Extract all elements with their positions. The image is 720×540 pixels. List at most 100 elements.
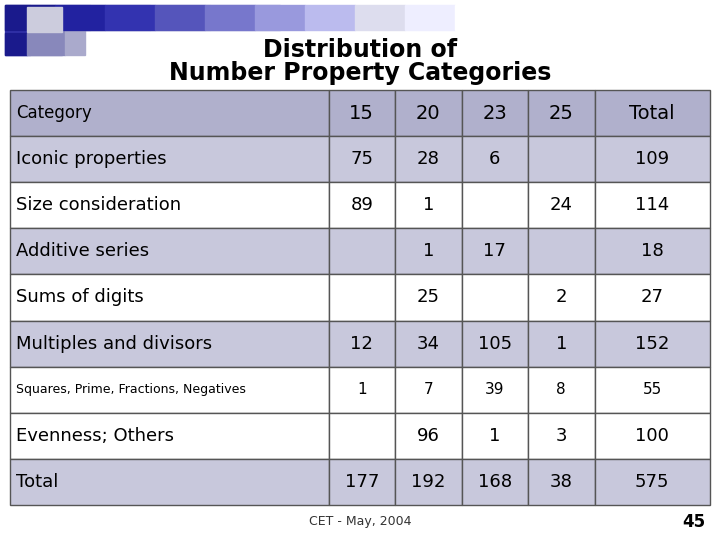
Bar — [528, 321, 595, 367]
Bar — [462, 90, 528, 136]
Bar — [10, 136, 328, 182]
Bar — [5, 30, 30, 55]
Bar — [30, 30, 65, 55]
Bar — [328, 413, 395, 459]
Text: 575: 575 — [635, 473, 670, 491]
Text: Additive series: Additive series — [16, 242, 149, 260]
Text: 2: 2 — [556, 288, 567, 307]
Text: Size consideration: Size consideration — [16, 196, 181, 214]
Bar — [305, 5, 355, 30]
Text: Iconic properties: Iconic properties — [16, 150, 166, 168]
Bar — [395, 274, 462, 321]
Bar — [10, 413, 328, 459]
Text: 114: 114 — [635, 196, 670, 214]
Text: Number Property Categories: Number Property Categories — [168, 61, 552, 85]
Text: 20: 20 — [416, 104, 441, 123]
Bar — [395, 228, 462, 274]
Bar — [10, 90, 328, 136]
Bar — [27, 7, 62, 32]
Text: Total: Total — [629, 104, 675, 123]
Text: 177: 177 — [345, 473, 379, 491]
Bar — [528, 459, 595, 505]
Text: 15: 15 — [349, 104, 374, 123]
Text: 27: 27 — [641, 288, 664, 307]
Text: Total: Total — [16, 473, 58, 491]
Text: 1: 1 — [489, 427, 500, 445]
Text: 100: 100 — [635, 427, 669, 445]
Bar — [10, 228, 328, 274]
Text: 25: 25 — [417, 288, 440, 307]
Bar — [595, 136, 710, 182]
Text: 39: 39 — [485, 382, 505, 397]
Text: 1: 1 — [556, 335, 567, 353]
Bar — [30, 5, 90, 30]
Text: 3: 3 — [556, 427, 567, 445]
Text: 89: 89 — [351, 196, 373, 214]
Bar — [255, 5, 305, 30]
Bar — [328, 459, 395, 505]
Text: Evenness; Others: Evenness; Others — [16, 427, 174, 445]
Bar — [395, 182, 462, 228]
Bar — [328, 90, 395, 136]
Bar — [395, 136, 462, 182]
Bar — [5, 33, 27, 55]
Bar — [595, 90, 710, 136]
Bar — [10, 367, 328, 413]
Bar — [205, 5, 255, 30]
Bar — [462, 274, 528, 321]
Text: 8: 8 — [557, 382, 566, 397]
Text: 17: 17 — [483, 242, 506, 260]
Text: 6: 6 — [489, 150, 500, 168]
Bar — [528, 367, 595, 413]
Bar — [328, 274, 395, 321]
Bar — [455, 5, 505, 30]
Bar — [595, 274, 710, 321]
Bar — [595, 321, 710, 367]
Text: Squares, Prime, Fractions, Negatives: Squares, Prime, Fractions, Negatives — [16, 383, 246, 396]
Text: 55: 55 — [643, 382, 662, 397]
Bar — [462, 321, 528, 367]
Bar — [65, 30, 85, 55]
Text: 25: 25 — [549, 104, 574, 123]
Text: 152: 152 — [635, 335, 670, 353]
Bar — [328, 136, 395, 182]
Text: CET - May, 2004: CET - May, 2004 — [309, 516, 411, 529]
Bar — [462, 459, 528, 505]
Bar — [462, 413, 528, 459]
Bar — [328, 182, 395, 228]
Text: 192: 192 — [411, 473, 446, 491]
Bar — [328, 321, 395, 367]
Bar — [395, 413, 462, 459]
Bar — [105, 5, 155, 30]
Bar — [528, 182, 595, 228]
Bar — [462, 136, 528, 182]
Bar — [595, 182, 710, 228]
Text: 105: 105 — [477, 335, 512, 353]
Bar — [355, 5, 405, 30]
Text: 75: 75 — [350, 150, 373, 168]
Bar — [27, 33, 62, 55]
Bar — [155, 5, 205, 30]
Bar — [528, 228, 595, 274]
Bar — [210, 5, 280, 30]
Bar — [528, 90, 595, 136]
Bar — [395, 459, 462, 505]
Bar — [528, 274, 595, 321]
Text: 23: 23 — [482, 104, 507, 123]
Text: 24: 24 — [550, 196, 572, 214]
Bar — [462, 228, 528, 274]
Bar — [10, 274, 328, 321]
Bar — [10, 459, 328, 505]
Bar — [462, 182, 528, 228]
Text: Category: Category — [16, 104, 91, 122]
Bar — [5, 5, 55, 30]
Text: 28: 28 — [417, 150, 440, 168]
Text: 12: 12 — [351, 335, 373, 353]
Bar — [462, 367, 528, 413]
Bar — [55, 5, 105, 30]
Text: 45: 45 — [682, 513, 705, 531]
Text: 38: 38 — [550, 473, 572, 491]
Bar — [405, 5, 455, 30]
Bar — [595, 367, 710, 413]
Bar — [10, 182, 328, 228]
